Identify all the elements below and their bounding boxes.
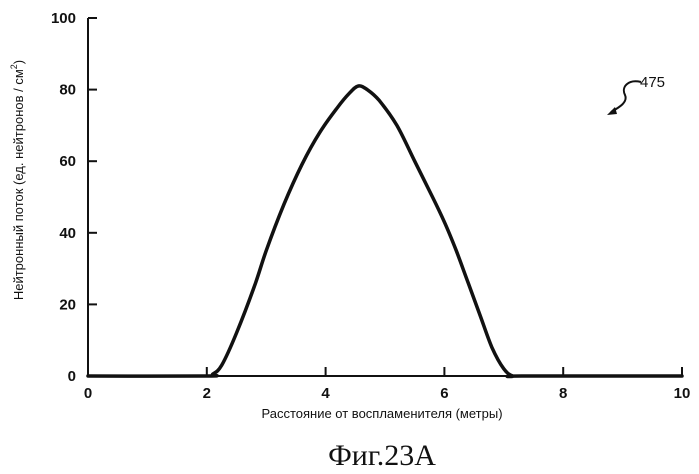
x-tick-label-0: 0 <box>84 385 92 402</box>
y-tick-label-20: 20 <box>59 296 76 313</box>
x-axis-label: Расстояние от воспламенителя (метры) <box>261 406 502 421</box>
annotation-arrowhead <box>607 107 617 115</box>
y-tick-label-80: 80 <box>59 82 76 99</box>
y-axis-label: Нейтронный поток (ед. нейтронов / см2) <box>9 60 26 300</box>
series-line <box>88 86 682 377</box>
y-tick-label-100: 100 <box>51 10 76 27</box>
x-tick-label-8: 8 <box>559 385 567 402</box>
annotation-label: 475 <box>640 74 665 91</box>
plot-area: 0 20 40 60 80 100 0 2 4 6 8 10 <box>51 10 690 402</box>
y-tick-label-40: 40 <box>59 225 76 242</box>
annotation-leader-arrow <box>611 81 641 112</box>
x-tick-label-2: 2 <box>203 385 211 402</box>
x-tick-label-4: 4 <box>321 385 330 402</box>
y-tick-label-0: 0 <box>68 368 76 385</box>
x-tick-label-6: 6 <box>440 385 448 402</box>
annotation-475: 475 <box>607 74 665 115</box>
x-tick-label-10: 10 <box>674 385 691 402</box>
y-tick-label-60: 60 <box>59 153 76 170</box>
figure-caption: Фиг.23A <box>328 439 436 472</box>
